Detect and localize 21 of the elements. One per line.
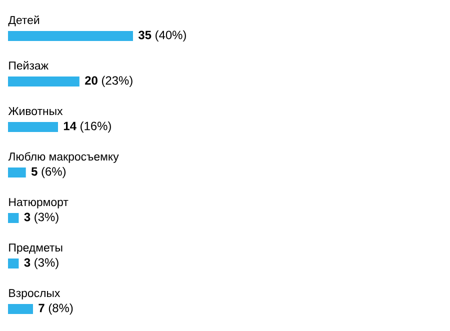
y-tick-label: Натюрморт	[9, 198, 68, 208]
data-label: 20 (23%)	[85, 76, 132, 88]
y-tick-label: Детей	[8, 16, 40, 26]
y-tick-label: Предметы	[9, 244, 62, 254]
data-label: 3 (3%)	[24, 212, 58, 224]
y-tick-label: Люблю макросъемку	[8, 152, 119, 163]
bar	[8, 168, 26, 178]
bar	[8, 213, 19, 224]
bar	[8, 31, 133, 41]
data-label: 5 (6%)	[31, 166, 66, 178]
y-tick-label: Пейзаж	[9, 61, 48, 70]
data-label: 7 (8%)	[38, 303, 73, 315]
bar	[8, 122, 58, 132]
y-tick-label: Животных	[8, 107, 63, 116]
data-label: 35 (40%)	[138, 30, 186, 42]
y-tick-label: Взрослых	[9, 289, 60, 300]
bar	[8, 258, 19, 269]
data-label: 14 (16%)	[64, 121, 111, 133]
bar	[8, 304, 33, 314]
data-label: 3 (3%)	[24, 258, 58, 270]
bar	[8, 76, 80, 86]
